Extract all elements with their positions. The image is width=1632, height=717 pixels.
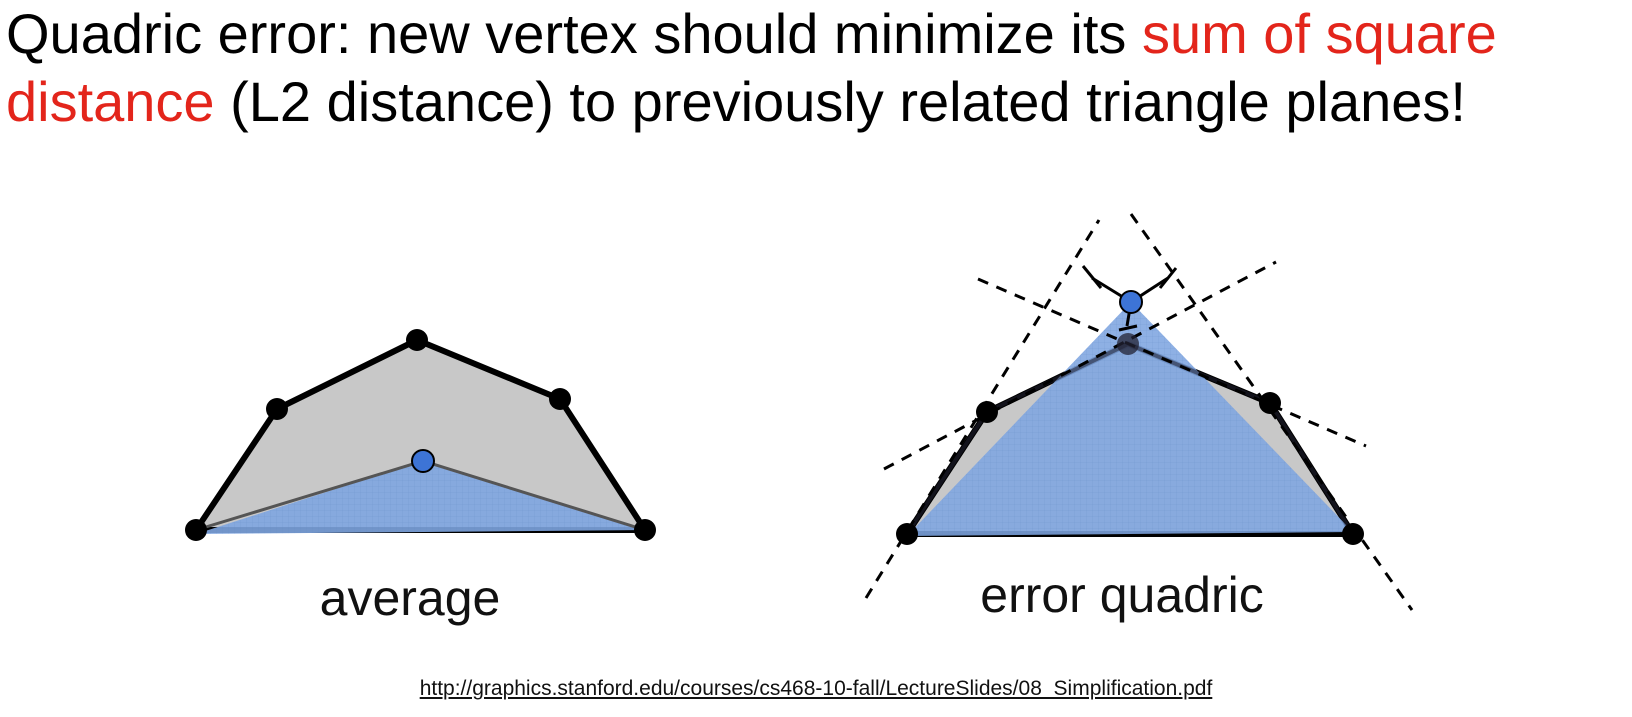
title-text-2: (L2 distance) to previously related tria…	[214, 70, 1466, 133]
plane-line-3	[977, 277, 1367, 448]
title-highlight-1: sum of square	[1141, 2, 1497, 65]
vertex-right-2	[976, 401, 998, 423]
title-highlight-2: distance	[6, 70, 215, 133]
vertex-left-5	[634, 519, 656, 541]
source-link[interactable]: http://graphics.stanford.edu/courses/cs4…	[419, 677, 1213, 700]
average-panel	[185, 329, 656, 541]
averaged-triangle-grid	[196, 461, 645, 534]
vertex-right-3	[1117, 333, 1139, 355]
vertex-right-4	[1259, 392, 1281, 414]
vertex-right-1	[896, 523, 918, 545]
vertex-left-4	[549, 388, 571, 410]
label-error-quadric: error quadric	[980, 567, 1263, 623]
label-average: average	[320, 570, 501, 626]
vertex-left-1	[185, 519, 207, 541]
new-vertex-quadric	[1119, 290, 1143, 314]
slide-title: Quadric error: new vertex should minimiz…	[6, 0, 1626, 136]
quadric-triangle-grid	[907, 302, 1353, 536]
vertex-left-3	[406, 329, 428, 351]
new-vertex-average	[411, 449, 435, 473]
vertex-right-5	[1342, 523, 1364, 545]
error-quadric-panel	[864, 213, 1414, 611]
title-text-1: Quadric error: new vertex should minimiz…	[6, 2, 1142, 65]
vertex-left-2	[266, 398, 288, 420]
plane-line-4	[883, 260, 1277, 471]
